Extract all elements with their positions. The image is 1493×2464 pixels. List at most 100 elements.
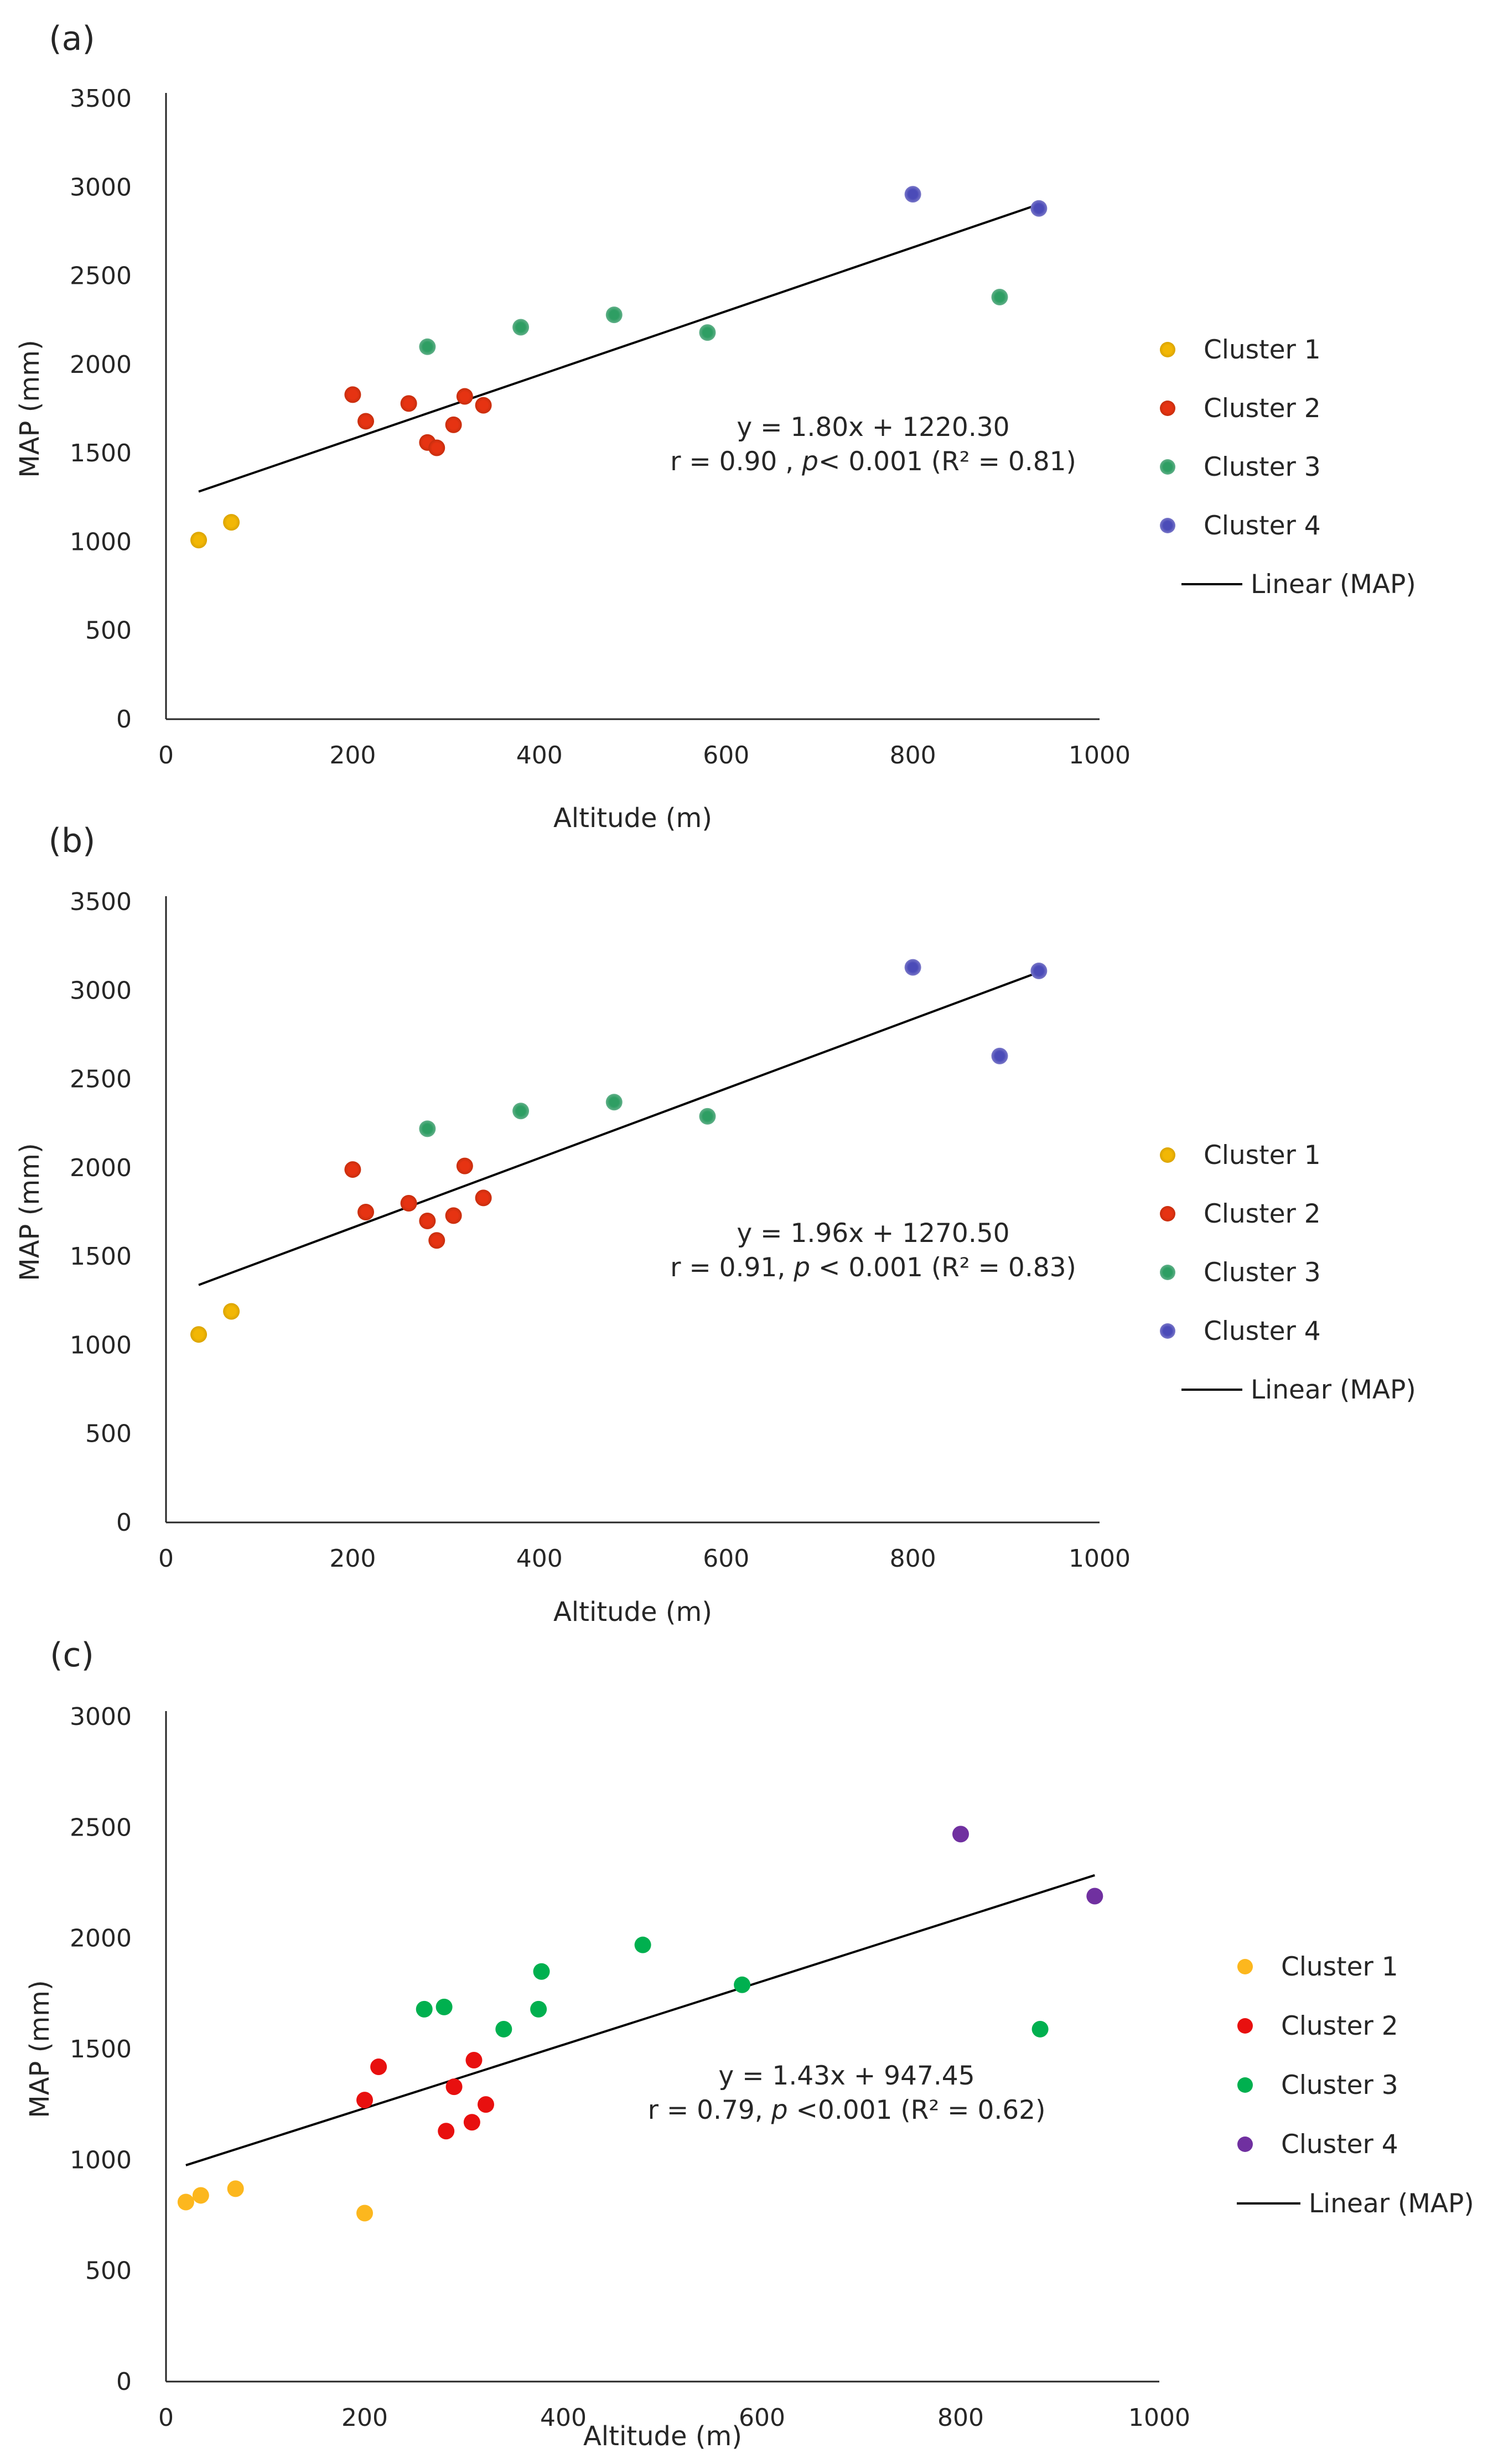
- data-point: [512, 1103, 530, 1120]
- x-tick-label: 400: [540, 2404, 587, 2432]
- data-point: [533, 1963, 550, 1980]
- x-axis-title: Altitude (m): [553, 803, 712, 834]
- y-tick-label: 2500: [70, 1813, 132, 1842]
- data-point: [190, 1326, 208, 1343]
- data-point: [428, 1232, 445, 1249]
- legend-marker: [1160, 518, 1175, 533]
- data-point: [436, 1998, 453, 2015]
- data-point: [699, 324, 716, 341]
- legend-label: Cluster 3: [1204, 1257, 1321, 1288]
- regression-stats: r = 0.79, p <0.001 (R² = 0.62): [648, 2095, 1046, 2125]
- data-point: [456, 388, 473, 405]
- legend-label: Cluster 2: [1204, 393, 1321, 424]
- legend-label: Cluster 4: [1204, 1316, 1321, 1347]
- data-point: [419, 1120, 436, 1137]
- y-tick-label: 1500: [70, 2035, 132, 2063]
- data-point: [400, 395, 417, 412]
- x-tick-label: 200: [329, 1545, 376, 1573]
- panel-label: (b): [49, 822, 96, 860]
- data-point: [400, 1194, 417, 1212]
- trendline: [198, 203, 1039, 493]
- panel-label: (c): [50, 1636, 94, 1675]
- legend-label: Cluster 1: [1281, 1952, 1398, 1982]
- y-tick-label: 1000: [70, 528, 132, 556]
- y-axis-title: MAP (mm): [14, 340, 45, 477]
- data-point: [991, 289, 1008, 306]
- legend-label: Cluster 1: [1204, 335, 1321, 365]
- y-tick-label: 3000: [70, 173, 132, 201]
- legend-label: Linear (MAP): [1251, 569, 1416, 600]
- legend-label: Cluster 3: [1281, 2070, 1398, 2101]
- legend-marker: [1237, 1959, 1253, 1974]
- data-point: [475, 397, 492, 414]
- x-tick-label: 400: [516, 741, 563, 770]
- x-tick-label: 1000: [1128, 2404, 1190, 2432]
- chart-panel-3: (c) 0 500 1000 1500 2000 2500 3000 0 200 400 600 800…: [24, 1636, 1474, 2452]
- x-axis-title: Altitude (m): [553, 1597, 712, 1628]
- regression-equation: y = 1.43x + 947.45: [718, 2061, 974, 2091]
- legend-label: Linear (MAP): [1309, 2189, 1474, 2219]
- legend-marker: [1160, 401, 1175, 416]
- data-point: [475, 1189, 492, 1207]
- x-tick-label: 800: [890, 1545, 936, 1573]
- legend-marker: [1160, 459, 1175, 475]
- data-point: [416, 2000, 433, 2018]
- legend-label: Cluster 1: [1204, 1140, 1321, 1171]
- data-point: [605, 306, 623, 324]
- data-point: [463, 2114, 480, 2131]
- data-point: [223, 1303, 240, 1320]
- y-axis-title: MAP (mm): [24, 1980, 55, 2118]
- legend-label: Linear (MAP): [1251, 1375, 1416, 1405]
- y-tick-label: 0: [116, 1509, 132, 1537]
- y-tick-label: 1500: [70, 1243, 132, 1271]
- data-point: [1031, 2020, 1049, 2037]
- x-tick-label: 600: [703, 1545, 749, 1573]
- data-point: [356, 2092, 373, 2109]
- data-point: [190, 532, 208, 549]
- data-point: [904, 959, 921, 976]
- y-tick-label: 3500: [70, 888, 132, 916]
- x-tick-label: 200: [341, 2404, 388, 2432]
- data-point: [428, 439, 445, 456]
- legend-label: Cluster 3: [1204, 452, 1321, 482]
- regression-stats: r = 0.91, p < 0.001 (R² = 0.83): [670, 1252, 1076, 1283]
- trendline: [198, 971, 1040, 1286]
- data-point: [952, 1826, 969, 1843]
- y-tick-label: 1000: [70, 2146, 132, 2174]
- data-point: [223, 514, 240, 531]
- data-point: [512, 319, 530, 336]
- data-point: [456, 1157, 473, 1174]
- legend: Cluster 1 Cluster 2 Cluster 3 Cluster 4 Line…: [1160, 1140, 1416, 1405]
- data-point: [991, 1047, 1008, 1064]
- data-point: [477, 2096, 494, 2113]
- x-tick-label: 1000: [1069, 741, 1131, 770]
- legend-marker: [1237, 2018, 1253, 2034]
- legend: Cluster 1 Cluster 2 Cluster 3 Cluster 4 Line…: [1237, 1952, 1474, 2219]
- data-point: [1086, 1888, 1103, 1905]
- x-tick-label: 800: [937, 2404, 984, 2432]
- x-tick-label: 600: [703, 741, 749, 770]
- data-point: [634, 1936, 651, 1953]
- y-tick-label: 500: [85, 617, 132, 645]
- trendline: [185, 1874, 1095, 2166]
- legend-marker: [1237, 2077, 1253, 2093]
- data-point: [495, 2020, 512, 2037]
- regression-stats: r = 0.90 , p< 0.001 (R² = 0.81): [670, 446, 1076, 477]
- data-point: [192, 2187, 209, 2204]
- data-point: [530, 2000, 547, 2018]
- data-point: [356, 2205, 373, 2222]
- legend-label: Cluster 2: [1281, 2011, 1398, 2041]
- data-point: [699, 1108, 716, 1125]
- y-tick-label: 1000: [70, 1331, 132, 1359]
- x-tick-label: 200: [329, 741, 376, 770]
- data-point: [1030, 963, 1048, 980]
- y-axis-title: MAP (mm): [14, 1143, 45, 1281]
- legend-marker: [1160, 342, 1175, 357]
- y-tick-label: 2000: [70, 1925, 132, 1953]
- y-tick-label: 500: [85, 1420, 132, 1448]
- legend-marker: [1160, 1147, 1175, 1163]
- data-point: [904, 186, 921, 203]
- data-point: [344, 1161, 361, 1178]
- x-tick-label: 1000: [1069, 1545, 1131, 1573]
- chart-panel-2: (b) 0 500 1000 1500 2000 2500 3000 3500 0 200 400 60…: [14, 822, 1416, 1628]
